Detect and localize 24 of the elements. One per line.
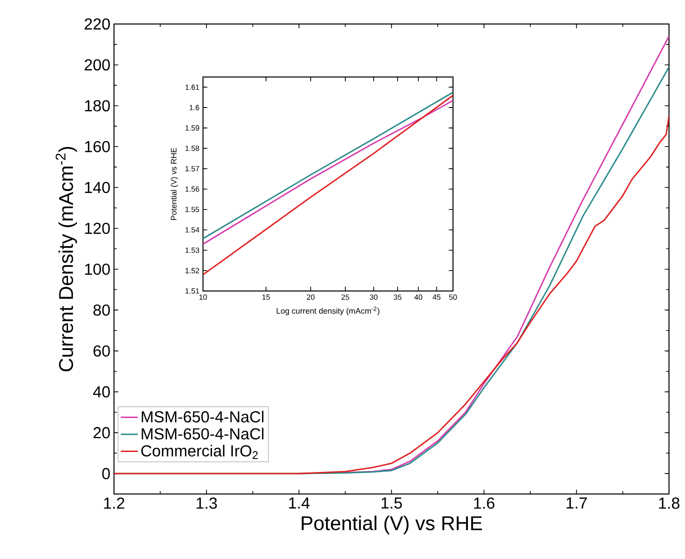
y-tick-label: 180: [85, 100, 110, 112]
y-tick-label: 120: [85, 222, 110, 234]
x-tick-label: 1.7: [566, 498, 587, 508]
y-tick-label: 100: [85, 264, 110, 275]
x-axis-title: Potential (V) vs RHE: [302, 516, 482, 534]
x-tick-label: 1.3: [196, 498, 217, 509]
legend-label: Commercial IrO$_{2}$: [141, 444, 258, 459]
x-tick-label: 1.8: [659, 498, 680, 509]
y-tick-label: 40: [93, 386, 110, 398]
legend-label: MSM-650-4-NaCl: [142, 428, 264, 440]
y-tick-label: 80: [93, 304, 110, 316]
y-tick-label: 20: [94, 427, 110, 438]
x-tick-label: 1.4: [289, 498, 310, 508]
y-axis-title: Current Density (mAcm$^{-2}$): [56, 146, 78, 372]
x-tick-label: 1.6: [474, 498, 494, 509]
legend-label: MSM-650-4-NaCl: [142, 410, 264, 422]
y-tick-label: 200: [84, 59, 110, 71]
y-tick-label: 0: [102, 468, 110, 480]
y-tick-label: 160: [85, 140, 110, 152]
y-tick-label: 60: [94, 345, 110, 357]
y-tick-label: 220: [84, 18, 110, 30]
y-tick-label: 140: [85, 182, 110, 194]
x-tick-label: 1.5: [382, 498, 402, 509]
x-tick-label: 1.2: [104, 498, 124, 509]
